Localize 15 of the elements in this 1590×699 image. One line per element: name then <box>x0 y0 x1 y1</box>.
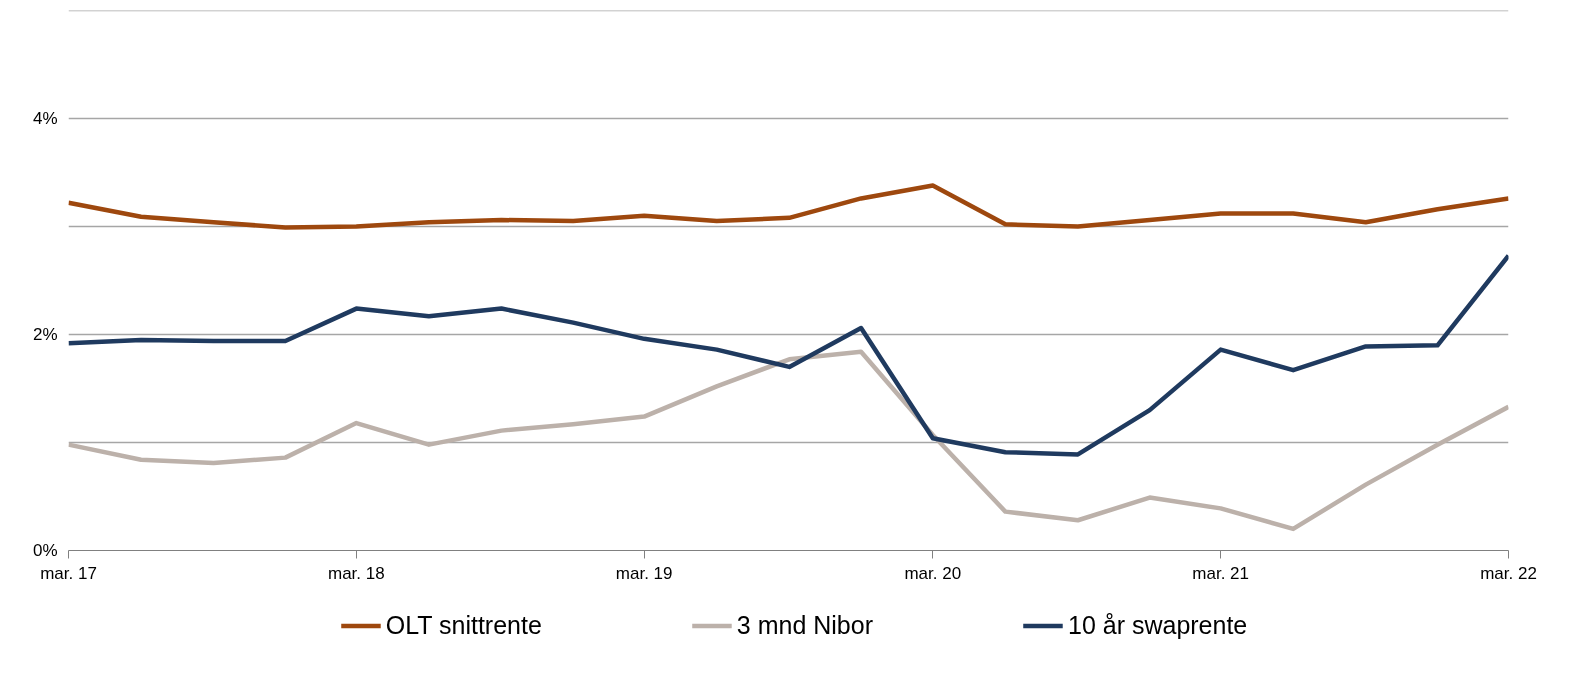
legend-label: OLT snittrente <box>385 610 542 640</box>
line-series <box>68 253 1509 457</box>
line-series <box>68 349 1509 532</box>
y-tick-label: 0% <box>32 541 58 560</box>
x-tick-label: mar. 20 <box>904 563 962 583</box>
legend-label: 10 år swaprente <box>1067 610 1248 640</box>
y-tick-label: 4% <box>32 109 58 128</box>
x-tick-label: mar. 19 <box>615 563 673 583</box>
legend-label: 3 mnd Nibor <box>736 610 873 640</box>
line-series <box>68 183 1509 230</box>
x-tick-label: mar. 22 <box>1480 563 1537 583</box>
x-tick-label: mar. 21 <box>1192 563 1250 583</box>
x-tick-label: mar. 17 <box>40 563 97 583</box>
x-tick-label: mar. 18 <box>328 563 385 583</box>
y-tick-label: 2% <box>32 325 58 344</box>
